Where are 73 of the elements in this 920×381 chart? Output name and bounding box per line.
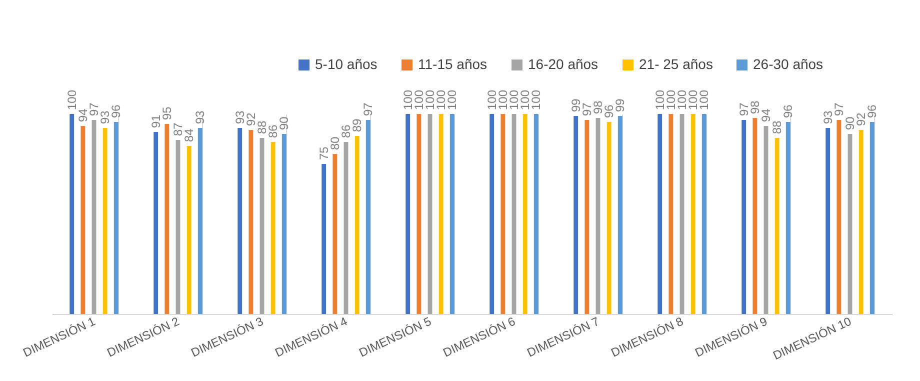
data-label: 100 [675,90,689,110]
bar [366,120,370,314]
bar [154,132,158,314]
legend-label: 26-30 años [753,56,824,72]
legend-label: 11-15 años [418,56,488,72]
bar [186,146,192,314]
legend-label: 5-10 años [315,56,378,72]
bar [584,120,590,314]
bar [702,114,706,314]
bar [80,126,86,314]
bar [826,128,830,314]
bar [354,136,360,314]
data-label: 87 [171,122,185,136]
bar [450,114,454,314]
bar [512,114,516,314]
bar [836,120,842,314]
bar [742,120,746,314]
data-label: 90 [843,116,857,130]
data-label: 100 [64,90,79,110]
data-label: 93 [193,110,208,124]
bar [438,114,444,314]
legend-label: 16-20 años [528,56,598,72]
bar [322,164,326,314]
data-label: 84 [182,128,196,142]
bar [428,114,432,314]
bar [522,114,528,314]
legend-label: 21- 25 años [639,56,713,72]
bar [332,154,338,314]
data-label: 97 [361,102,376,116]
bar [764,126,768,314]
bar [416,114,422,314]
bar [752,118,758,314]
bar [848,134,852,314]
bar [534,114,538,314]
bar [658,114,662,314]
bar [774,138,780,314]
bar [870,122,874,314]
bar [198,128,202,314]
bar [176,140,180,314]
bar [858,130,864,314]
bar [786,122,790,314]
bar [248,130,254,314]
data-label: 88 [255,120,269,134]
data-label: 96 [781,104,796,118]
bar [270,142,276,314]
bar [574,116,578,314]
data-label: 89 [350,118,364,132]
bar [260,138,264,314]
bar [92,120,96,314]
bar [618,116,622,314]
bar [164,124,170,314]
bar [596,118,600,314]
bar [114,122,118,314]
bar [406,114,410,314]
bar [668,114,674,314]
bar [680,114,684,314]
bar [238,128,242,314]
data-label: 100 [423,90,437,110]
bar [70,114,74,314]
data-label: 94 [76,108,90,122]
bar [490,114,494,314]
bar [606,122,612,314]
data-label: 98 [591,100,605,114]
data-label: 88 [770,120,784,134]
bar [282,134,286,314]
bar [690,114,696,314]
data-label: 86 [339,124,353,138]
bar [500,114,506,314]
data-label: 100 [507,90,521,110]
bar [344,142,348,314]
data-label: 94 [759,108,773,122]
data-label: 97 [87,102,101,116]
bar [102,128,108,314]
